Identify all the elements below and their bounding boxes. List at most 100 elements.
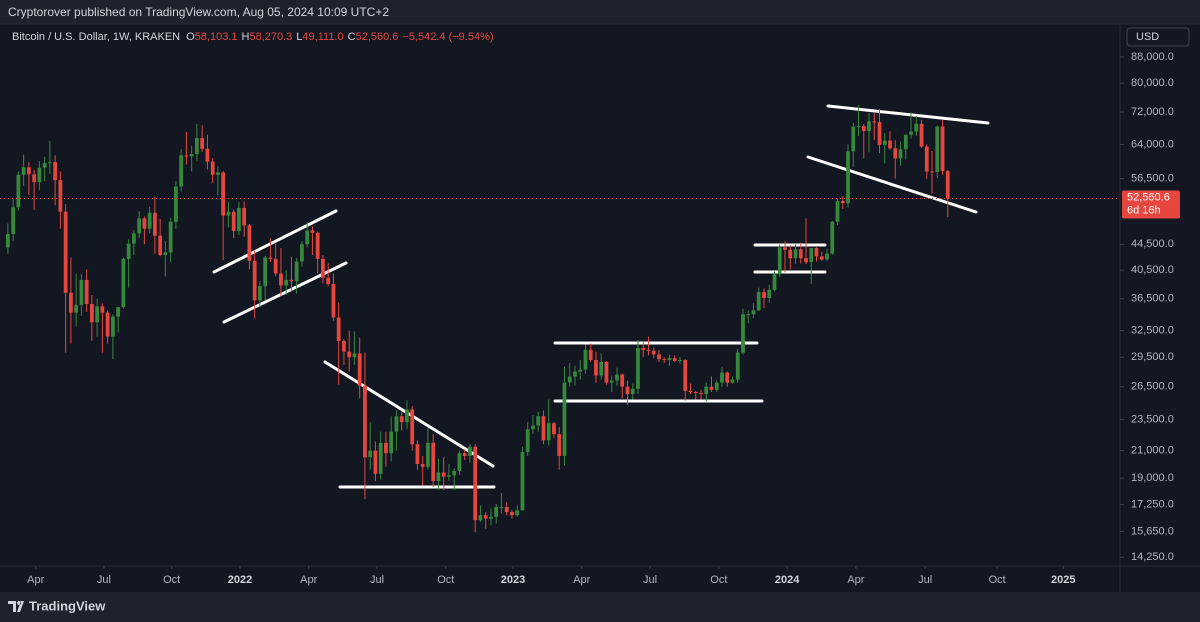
candle-body <box>279 273 283 286</box>
candle-body <box>452 470 457 476</box>
candle-body <box>825 253 829 260</box>
x-tick-label: Apr <box>300 574 317 586</box>
candle-body <box>58 180 63 212</box>
candle-body <box>100 306 105 313</box>
candle-body <box>294 261 299 282</box>
y-tick-label: 40,500.0 <box>1131 264 1174 276</box>
candle-body <box>462 453 467 456</box>
candle-body <box>163 252 168 255</box>
candle-body <box>415 444 420 465</box>
candle-body <box>851 126 856 152</box>
legend-change: −5,542.4 (−9.54%) <box>402 31 493 43</box>
trend-line <box>212 209 338 274</box>
candle-body <box>499 507 504 509</box>
candle-body <box>625 386 630 395</box>
candle-body <box>79 279 84 305</box>
candle-body <box>636 348 640 389</box>
candle-body <box>116 307 121 317</box>
candle-body <box>210 161 215 175</box>
candle-body <box>531 425 535 430</box>
candle-body <box>777 247 782 275</box>
y-tick-label: 15,650.0 <box>1131 525 1174 537</box>
candle-body <box>326 277 331 285</box>
candle-body <box>273 258 278 274</box>
candle-body <box>389 431 394 454</box>
candle-body <box>709 386 714 390</box>
candle-body <box>252 260 257 301</box>
candle-body <box>751 310 756 315</box>
candle-body <box>725 372 730 383</box>
candle-body <box>489 516 493 519</box>
y-tick-label: 64,000.0 <box>1131 138 1174 150</box>
candle-body <box>368 450 373 458</box>
y-tick-label: 56,500.0 <box>1131 173 1174 185</box>
candle-body <box>583 349 588 370</box>
candle-body <box>121 258 126 308</box>
candle-body <box>756 292 761 311</box>
candle-body <box>483 515 488 519</box>
candle-body <box>788 249 793 259</box>
candle-body <box>536 416 541 426</box>
legend-key: H <box>242 31 250 43</box>
candle-body <box>420 464 425 467</box>
candle-body <box>693 391 698 394</box>
candle-body <box>856 126 861 128</box>
candle-body <box>242 207 247 226</box>
candle-body <box>447 475 451 477</box>
candle-body <box>426 442 430 467</box>
candle-body <box>798 249 803 259</box>
x-tick-label: Jul <box>918 574 932 586</box>
candle-body <box>510 511 514 516</box>
candle-body <box>667 358 672 361</box>
candle-body <box>216 172 220 175</box>
candle-body <box>562 382 567 456</box>
x-tick-label: Oct <box>437 574 454 586</box>
candle-body <box>431 442 436 482</box>
candle-body <box>231 211 236 232</box>
candle-body <box>53 162 58 181</box>
candle-body <box>142 218 147 229</box>
x-tick-label: 2022 <box>228 574 252 586</box>
candle-body <box>357 353 362 386</box>
x-tick-label: Apr <box>847 574 864 586</box>
candle-body <box>767 289 772 298</box>
candle-body <box>678 360 682 362</box>
candle-body <box>494 507 499 517</box>
candle-body <box>268 257 273 259</box>
candle-body <box>47 162 52 164</box>
candle-body <box>384 442 388 454</box>
candle-body <box>153 212 157 236</box>
candle-body <box>914 123 919 132</box>
candle-body <box>940 126 945 171</box>
candle-body <box>205 148 210 162</box>
candle-body <box>546 423 551 441</box>
candle-body <box>331 284 336 318</box>
candle-body <box>137 218 142 234</box>
candle-body <box>720 372 724 383</box>
candle-body <box>284 279 289 286</box>
candle-body <box>578 369 583 372</box>
candle-body <box>814 248 819 257</box>
candle-body <box>651 350 656 355</box>
candle-body <box>405 409 409 423</box>
candle-body <box>604 361 609 383</box>
candle-body <box>746 314 751 316</box>
candle-body <box>672 358 677 361</box>
legend-value: 52,560.6 <box>356 31 399 43</box>
candle-body <box>195 138 199 155</box>
candle-body <box>68 292 73 313</box>
candle-body <box>441 472 446 477</box>
candle-body <box>247 225 252 261</box>
candle-body <box>147 212 152 229</box>
legend-key: C <box>348 31 356 43</box>
candle-body <box>394 416 399 432</box>
candle-body <box>772 274 777 290</box>
candle-body <box>909 131 913 135</box>
candle-body <box>620 374 625 387</box>
candle-body <box>158 235 163 255</box>
candle-body <box>741 314 745 353</box>
legend-key: L <box>296 31 302 43</box>
x-tick-label: 2025 <box>1051 574 1075 586</box>
